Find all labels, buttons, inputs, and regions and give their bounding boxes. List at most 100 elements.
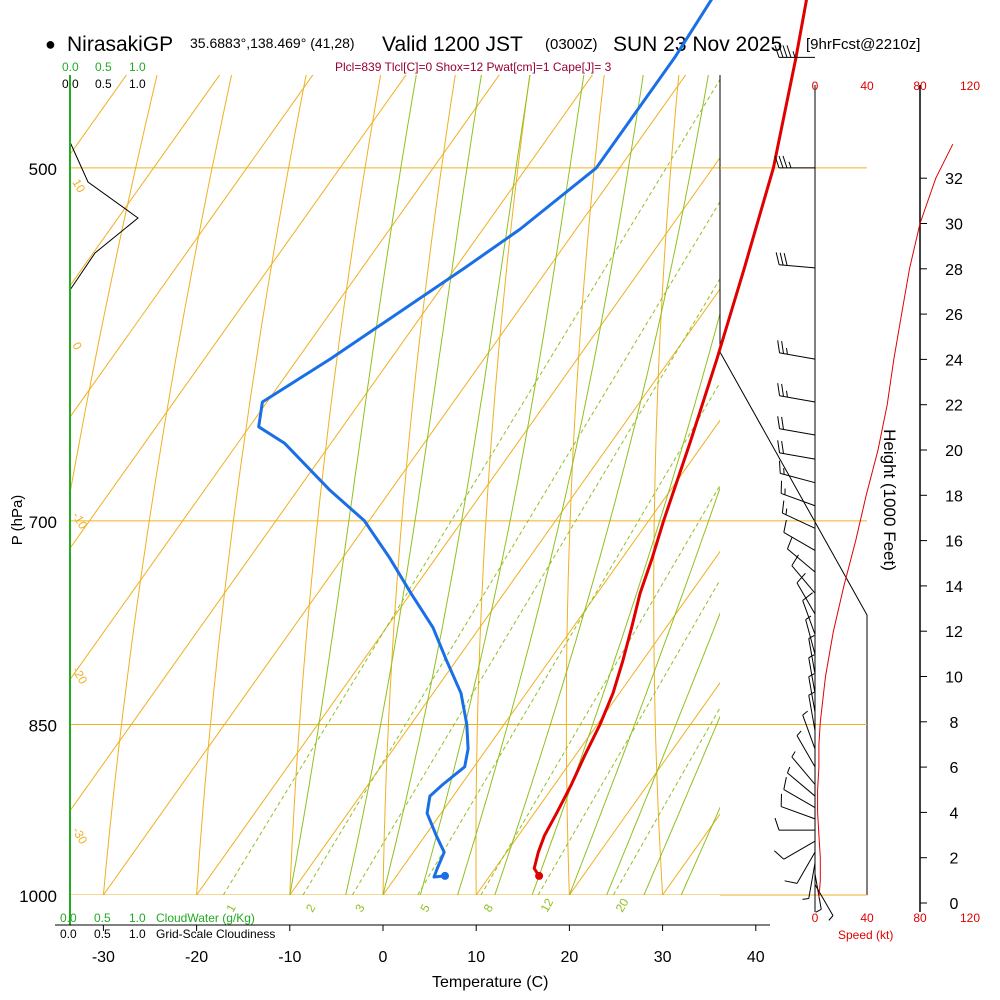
- wind-barb-staff: [808, 862, 816, 899]
- height-tick-label: 8: [950, 715, 959, 732]
- wind-barb-staff: [802, 600, 816, 635]
- wind-barb-staff: [787, 548, 816, 573]
- cloudwater-tick-bottom: 1.0: [129, 911, 146, 925]
- plot-frame: [55, 75, 921, 926]
- wind-barb-half-flag: [786, 347, 788, 355]
- sounding-series: [257, 0, 808, 880]
- wind-barb: [775, 252, 816, 269]
- wind-barb-flag: [778, 460, 781, 474]
- height-tick-label: 30: [945, 217, 963, 234]
- isotherm-line: [195, 156, 720, 895]
- isotherm-line: [568, 682, 720, 895]
- speed-tick-label: 80: [913, 911, 927, 925]
- temperature-tick-label: -10: [278, 949, 301, 966]
- wind-barb-flag: [777, 383, 781, 396]
- cloudiness-tick-top: 1.0: [129, 77, 146, 91]
- dry-adiabat-line: [289, 75, 382, 895]
- wind-barb: [778, 460, 816, 484]
- mixing-ratio-label: 8: [481, 901, 497, 914]
- wind-barb-flag: [781, 383, 784, 397]
- wind-barb-flag: [782, 45, 788, 58]
- isotherm-line: [70, 75, 594, 812]
- dry-adiabat-line: [382, 75, 456, 895]
- wind-barb: [802, 710, 816, 750]
- wind-barb-staff: [791, 756, 816, 785]
- wind-barb-staff: [780, 472, 816, 484]
- wind-barbs: [774, 45, 834, 921]
- dry-adiabat-line: [820, 0, 937, 946]
- wind-barb: [814, 873, 822, 913]
- station-name: NirasakiGP: [67, 33, 173, 56]
- wind-barb-flag: [777, 416, 781, 429]
- station-coords: 35.6883°,138.469° (41,28): [190, 35, 355, 51]
- mixing-ratio-line: [351, 277, 720, 895]
- height-tick-label: 20: [945, 443, 963, 460]
- moist-adiabat-line: [457, 75, 644, 895]
- moist-adiabat-line: [531, 311, 720, 895]
- wind-barb-half-flag: [792, 51, 796, 58]
- wind-barb-flag: [778, 45, 784, 58]
- wind-barb-staff: [779, 264, 816, 269]
- wind-barb-flag: [781, 416, 784, 430]
- wind-barb-staff: [783, 840, 816, 860]
- isotherm-line: [813, 0, 1000, 946]
- isotherm-line: [70, 75, 500, 681]
- dry-adiabat-line: [977, 0, 1000, 946]
- forecast-run: [9hrFcst@2210z]: [806, 36, 920, 53]
- pressure-tick-label: 1000: [19, 887, 57, 906]
- wind-barb: [774, 817, 815, 831]
- temperature-tick-label: 10: [467, 949, 485, 966]
- wind-barb-flag: [782, 155, 788, 169]
- wind-barb-flag: [777, 340, 781, 353]
- moist-adiabat-line: [568, 486, 720, 895]
- mixing-ratio-label: 12: [538, 896, 557, 915]
- speed-tick-label: 40: [860, 79, 874, 93]
- dry-adiabat-label: -10: [69, 510, 90, 532]
- temperature-tick-label: 30: [654, 949, 672, 966]
- wind-barb-flag: [786, 45, 792, 58]
- height-tick-label: 14: [945, 579, 963, 596]
- wind-barb-flag: [774, 817, 780, 831]
- background-lines: [70, 0, 1000, 946]
- isotherm-line: [382, 419, 720, 895]
- wind-barb-half-flag: [815, 908, 822, 913]
- isotherm-line: [719, 0, 1000, 946]
- cloudwater-profile: [69, 141, 139, 291]
- wind-barb: [796, 573, 816, 615]
- x-axis-title: Temperature (C): [432, 974, 548, 991]
- mixing-ratio-line: [612, 706, 720, 895]
- height-tick-label: 6: [950, 760, 959, 777]
- wind-barb-half-flag: [808, 635, 815, 639]
- wind-barb: [777, 340, 816, 360]
- wind-barb-flag: [802, 592, 813, 601]
- wind-barb-half-flag: [828, 915, 834, 921]
- wind-barb: [780, 793, 816, 820]
- cloudiness-tick-bottom: 0.5: [94, 927, 111, 941]
- wind-barb-staff: [814, 873, 822, 910]
- cloudiness-tick-top: 0.5: [95, 77, 112, 91]
- height-tick-label: 12: [945, 624, 963, 641]
- height-tick-label: 16: [945, 534, 963, 551]
- wind-barb-staff: [779, 428, 816, 436]
- height-tick-label: 28: [945, 262, 963, 279]
- wind-barb-half-flag: [786, 766, 791, 774]
- temperature-surface-marker: [535, 871, 544, 880]
- wind-barb-flag: [791, 554, 799, 566]
- temperature-tick-label: -20: [185, 949, 208, 966]
- station-dot-icon: ●: [45, 34, 56, 54]
- wind-barb: [802, 592, 816, 635]
- wind-barb-half-flag: [786, 390, 788, 398]
- mixing-ratio-label: 2: [303, 901, 319, 914]
- dry-adiabat-label: -20: [69, 665, 90, 687]
- wind-barb-flag: [781, 500, 785, 514]
- wind-barb-flag: [774, 155, 780, 169]
- wind-barb: [786, 536, 816, 573]
- height-tick-label: 18: [945, 488, 963, 505]
- cloud-profile-line: [69, 141, 139, 291]
- isotherm-line: [70, 75, 407, 550]
- mixing-ratio-label: 5: [417, 901, 433, 914]
- wind-barb-staff: [805, 619, 816, 655]
- wind-barb-flag: [781, 341, 784, 354]
- cloudwater-label: CloudWater (g/Kg): [156, 911, 255, 925]
- cloudwater-tick-top: 0.0: [62, 60, 79, 74]
